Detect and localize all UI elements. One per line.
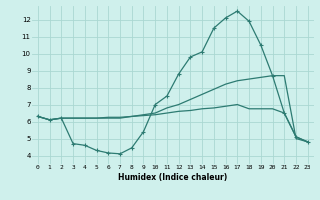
X-axis label: Humidex (Indice chaleur): Humidex (Indice chaleur) xyxy=(118,173,228,182)
